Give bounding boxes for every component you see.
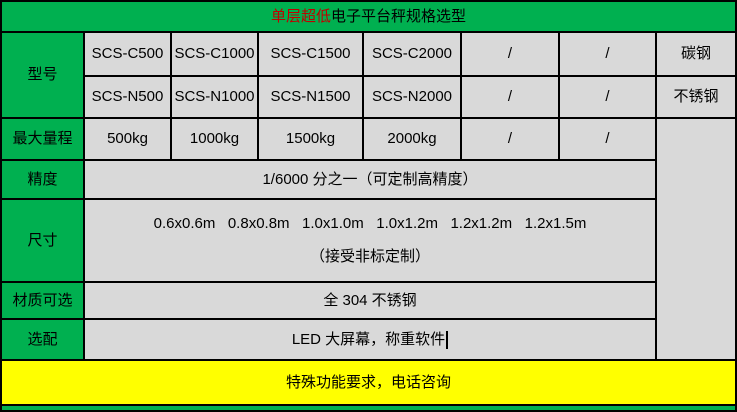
- footer-text: 特殊功能要求，电话咨询: [285, 373, 451, 391]
- title-highlight: 单层超低: [270, 7, 331, 25]
- row-label-size[interactable]: 尺寸: [2, 200, 83, 281]
- cell-text: 1000kg: [189, 130, 240, 147]
- cell-text: SCS-C500: [91, 45, 164, 62]
- table-cell[interactable]: 1500kg: [259, 119, 362, 159]
- bottom-green-strip: [2, 406, 735, 410]
- size-note-text: （接受非标定制）: [309, 248, 430, 265]
- table-cell[interactable]: SCS-N500: [85, 77, 170, 117]
- cell-text: 全 304 不锈钢: [323, 291, 417, 309]
- text-cursor: [446, 330, 449, 349]
- cell-text: /: [507, 88, 513, 105]
- table-cell[interactable]: 1000kg: [172, 119, 257, 159]
- table-cell[interactable]: 碳钢: [657, 33, 735, 75]
- row-label-precision[interactable]: 精度: [2, 161, 83, 198]
- table-cell[interactable]: SCS-N1500: [259, 77, 362, 117]
- row-label-text: 尺寸: [27, 231, 58, 249]
- cell-text: SCS-C2000: [371, 45, 453, 62]
- material-value-cell[interactable]: 全 304 不锈钢: [85, 283, 655, 318]
- table-cell[interactable]: /: [462, 33, 558, 75]
- cell-text: SCS-N500: [91, 88, 164, 105]
- cell-text: 2000kg: [387, 130, 437, 147]
- row-label-text: 型号: [27, 66, 58, 83]
- table-cell[interactable]: 不锈钢: [657, 77, 735, 117]
- cell-text: SCS-N1500: [270, 88, 351, 105]
- table-cell[interactable]: SCS-N2000: [364, 77, 460, 117]
- row-label-text: 材质可选: [12, 291, 73, 309]
- row-label-text: 选配: [27, 330, 58, 348]
- cell-text: /: [605, 88, 610, 105]
- size-value-cell[interactable]: 0.6x0.6m 0.8x0.8m 1.0x1.0m 1.0x1.2m 1.2x…: [85, 200, 655, 281]
- cell-text: 1500kg: [285, 130, 336, 147]
- precision-value-cell[interactable]: 1/6000 分之一（可定制高精度）: [85, 161, 655, 198]
- row-label-text: 最大量程: [12, 130, 73, 147]
- title-bar[interactable]: 单层超低 电子平台秤规格选型: [2, 2, 735, 31]
- footer-bar[interactable]: 特殊功能要求，电话咨询: [2, 361, 735, 404]
- cell-text: 不锈钢: [673, 88, 719, 105]
- row-label-text: 精度: [27, 170, 58, 188]
- table-cell[interactable]: SCS-N1000: [172, 77, 257, 117]
- size-list-text: 0.6x0.6m 0.8x0.8m 1.0x1.0m 1.0x1.2m 1.2x…: [153, 215, 587, 232]
- optional-value-cell[interactable]: LED 大屏幕，称重软件: [85, 320, 655, 359]
- table-cell[interactable]: SCS-C1000: [172, 33, 257, 75]
- table-cell[interactable]: /: [462, 77, 558, 117]
- table-cell[interactable]: /: [560, 119, 655, 159]
- cell-text: /: [605, 45, 610, 62]
- title-text: 电子平台秤规格选型: [331, 7, 467, 25]
- cell-text: /: [605, 130, 610, 147]
- table-cell[interactable]: SCS-C1500: [259, 33, 362, 75]
- table-cell[interactable]: 500kg: [85, 119, 170, 159]
- table-cell[interactable]: /: [560, 33, 655, 75]
- table-cell[interactable]: 2000kg: [364, 119, 460, 159]
- table-cell-empty[interactable]: [657, 119, 735, 359]
- row-label-material[interactable]: 材质可选: [2, 283, 83, 318]
- cell-text: /: [507, 45, 513, 62]
- cell-text: 碳钢: [680, 45, 711, 62]
- cell-text: 1/6000 分之一（可定制高精度）: [262, 170, 478, 188]
- cell-text: SCS-N2000: [371, 88, 453, 105]
- cell-text: SCS-C1000: [174, 45, 255, 62]
- table-cell[interactable]: /: [560, 77, 655, 117]
- cell-text: /: [507, 130, 513, 147]
- cell-text: LED 大屏幕，称重软件: [291, 330, 446, 348]
- table-cell[interactable]: SCS-C500: [85, 33, 170, 75]
- cell-text: SCS-N1000: [174, 88, 255, 105]
- row-label-capacity[interactable]: 最大量程: [2, 119, 83, 159]
- row-label-optional[interactable]: 选配: [2, 320, 83, 359]
- cell-text: 500kg: [107, 130, 148, 147]
- table-cell[interactable]: SCS-C2000: [364, 33, 460, 75]
- cell-text: SCS-C1500: [270, 45, 351, 62]
- table-cell[interactable]: /: [462, 119, 558, 159]
- row-label-model[interactable]: 型号: [2, 33, 83, 117]
